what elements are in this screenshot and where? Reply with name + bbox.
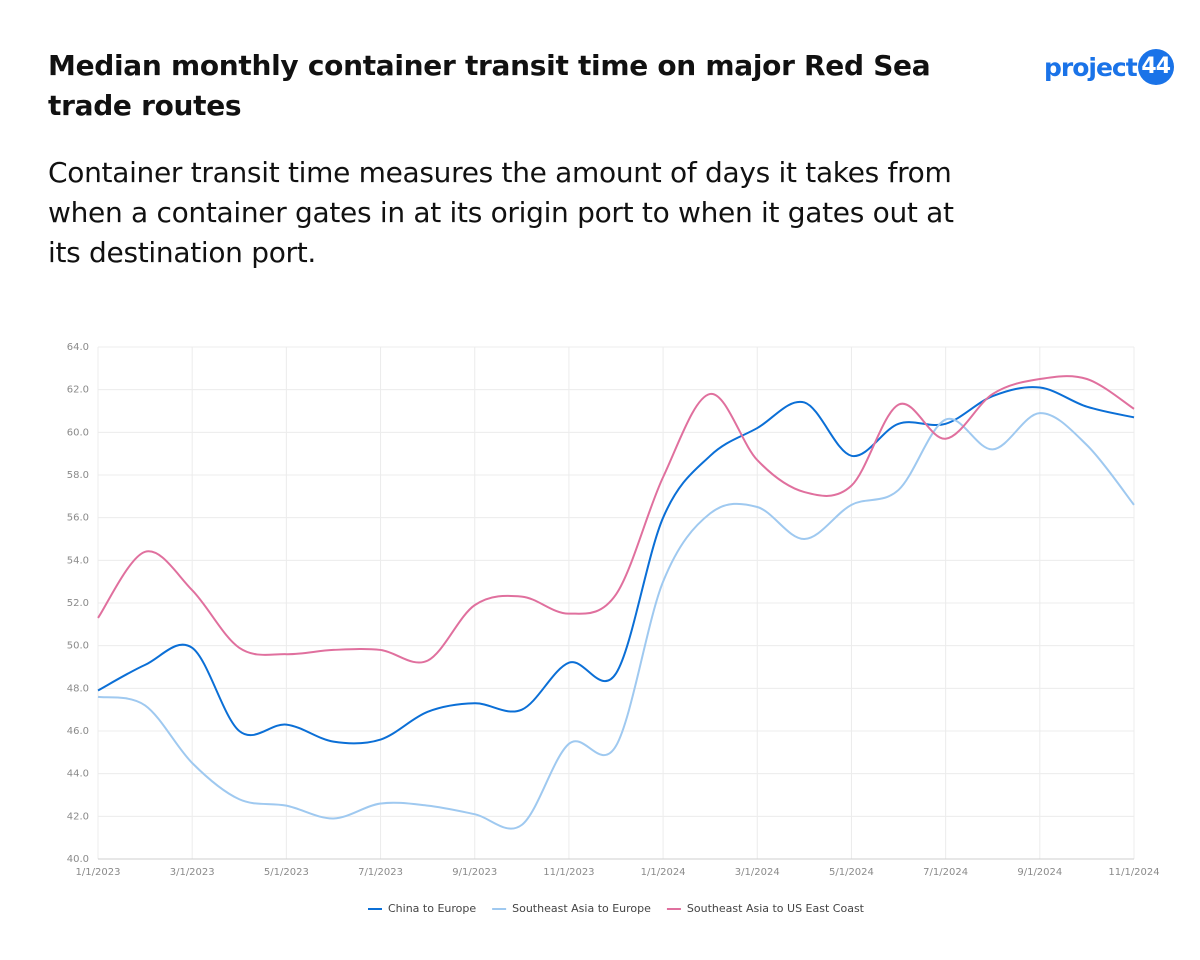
legend-label: Southeast Asia to US East Coast — [687, 902, 865, 915]
x-tick-label: 3/1/2024 — [735, 867, 780, 878]
y-tick-label: 56.0 — [67, 513, 89, 524]
series-line — [97, 412, 1135, 830]
y-tick-label: 40.0 — [67, 854, 89, 865]
y-tick-label: 54.0 — [67, 555, 89, 566]
chart-title: Median monthly container transit time on… — [48, 49, 931, 122]
y-tick-label: 50.0 — [67, 641, 89, 652]
x-tick-label: 1/1/2024 — [641, 867, 686, 878]
y-tick-label: 62.0 — [67, 385, 89, 396]
logo-text: project — [1044, 52, 1138, 82]
y-tick-label: 60.0 — [67, 427, 89, 438]
x-tick-label: 5/1/2024 — [829, 867, 874, 878]
y-tick-label: 58.0 — [67, 470, 89, 481]
series-line — [97, 375, 1135, 664]
x-tick-label: 9/1/2023 — [452, 867, 497, 878]
y-tick-label: 52.0 — [67, 598, 89, 609]
y-tick-label: 42.0 — [67, 811, 89, 822]
legend-label: Southeast Asia to Europe — [512, 902, 651, 915]
logo-badge: 44 — [1137, 49, 1174, 85]
x-tick-label: 1/1/2023 — [76, 867, 121, 878]
x-tick-label: 7/1/2023 — [358, 867, 403, 878]
x-tick-label: 11/1/2024 — [1108, 867, 1159, 878]
x-tick-label: 7/1/2024 — [923, 867, 968, 878]
chart-subtitle: Container transit time measures the amou… — [48, 156, 954, 269]
x-tick-label: 3/1/2023 — [170, 867, 215, 878]
x-tick-label: 11/1/2023 — [543, 867, 594, 878]
logo: project 44 — [1044, 48, 1174, 86]
y-tick-label: 64.0 — [67, 342, 89, 353]
x-tick-label: 9/1/2024 — [1017, 867, 1062, 878]
legend-label: China to Europe — [388, 902, 476, 915]
x-tick-label: 5/1/2023 — [264, 867, 309, 878]
y-tick-label: 46.0 — [67, 726, 89, 737]
y-tick-label: 48.0 — [67, 683, 89, 694]
y-tick-label: 44.0 — [67, 769, 89, 780]
series-line — [97, 386, 1135, 745]
